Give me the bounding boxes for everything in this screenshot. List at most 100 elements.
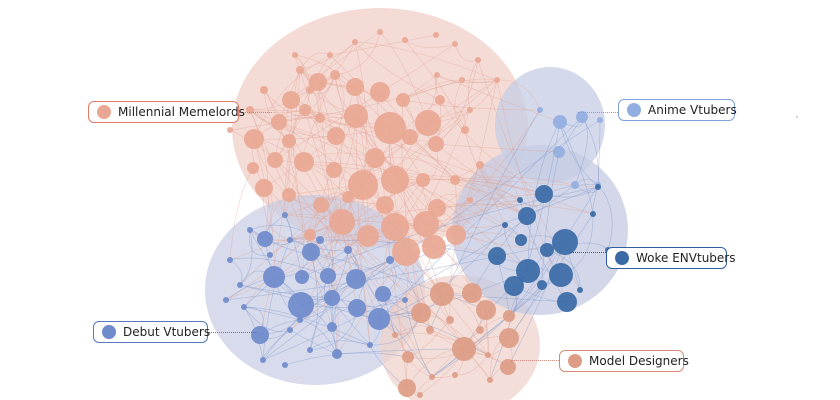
node-millennial: [402, 37, 408, 43]
edge: [435, 143, 560, 153]
edge: [507, 241, 566, 368]
node-model: [476, 300, 496, 320]
node-millennial: [415, 110, 441, 136]
node-millennial: [244, 129, 264, 149]
edge: [262, 184, 576, 361]
edge: [301, 186, 599, 278]
model-label-text: Model Designers: [589, 354, 689, 368]
node-millennial: [348, 170, 378, 200]
node-millennial: [374, 112, 406, 144]
edge: [404, 39, 456, 49]
node-woke: [502, 222, 508, 228]
edge: [354, 86, 408, 389]
edge: [309, 340, 371, 351]
node-millennial: [329, 209, 355, 235]
edge: [454, 179, 521, 201]
node-model: [476, 326, 484, 334]
edge: [379, 31, 429, 124]
model-color-dot: [568, 354, 582, 368]
stray-dot: [796, 116, 798, 118]
node-model: [499, 328, 519, 348]
node-woke: [557, 292, 577, 312]
node-millennial: [315, 113, 325, 123]
node-debut: [402, 297, 408, 303]
node-millennial: [309, 73, 327, 91]
edge: [336, 109, 471, 355]
node-debut: [263, 266, 285, 288]
node-millennial: [377, 29, 383, 35]
edge: [309, 115, 357, 236]
node-debut: [386, 256, 394, 264]
edge: [288, 194, 489, 356]
node-debut: [227, 257, 233, 263]
node-millennial: [433, 32, 439, 38]
millennial-connector: [239, 112, 272, 113]
legend-millennial-memelords[interactable]: Millennial Memelords: [88, 101, 245, 123]
edge: [225, 235, 369, 301]
edge: [527, 121, 561, 272]
edge: [263, 89, 321, 119]
edge: [284, 214, 303, 278]
node-millennial: [227, 127, 233, 133]
edge: [541, 151, 560, 286]
node-debut: [241, 304, 247, 310]
edge: [464, 129, 528, 217]
edge: [378, 116, 583, 320]
nodes: [223, 29, 798, 398]
edge: [329, 34, 437, 56]
node-millennial: [446, 225, 466, 245]
node-debut: [367, 342, 373, 348]
legend-model-designers[interactable]: Model Designers: [559, 350, 689, 372]
edge: [269, 109, 471, 256]
node-debut: [346, 269, 366, 289]
anime-connector: [578, 112, 618, 113]
node-model: [411, 303, 431, 323]
region-woke: [452, 145, 628, 315]
node-woke: [537, 280, 547, 290]
node-millennial: [413, 211, 439, 237]
node-anime: [553, 115, 567, 129]
woke-color-dot: [615, 251, 629, 265]
node-model: [462, 283, 482, 303]
node-millennial: [428, 199, 446, 217]
node-millennial: [282, 134, 296, 148]
node-debut: [375, 286, 391, 302]
node-model: [402, 351, 414, 363]
node-millennial: [402, 129, 418, 145]
node-debut: [324, 290, 340, 306]
node-woke: [549, 263, 573, 287]
edge: [597, 184, 613, 251]
edge: [496, 79, 541, 111]
node-woke: [540, 243, 554, 257]
node-model: [392, 332, 398, 338]
node-model: [487, 377, 493, 383]
node-millennial: [282, 91, 300, 109]
node-woke: [595, 184, 601, 190]
edge: [454, 176, 576, 186]
edge: [304, 109, 594, 215]
node-millennial: [476, 161, 484, 169]
node-millennial: [467, 107, 473, 113]
node-millennial: [467, 197, 473, 203]
node-model: [500, 359, 516, 375]
node-debut: [332, 349, 342, 359]
node-millennial: [346, 78, 364, 96]
node-millennial: [352, 39, 358, 45]
woke-connector: [570, 252, 606, 253]
edge: [299, 319, 338, 355]
node-debut: [282, 212, 288, 218]
edge: [405, 251, 489, 356]
node-millennial: [294, 152, 314, 172]
edge: [334, 74, 386, 206]
edge: [425, 223, 548, 251]
edge: [309, 179, 424, 236]
edge: [559, 121, 594, 215]
legend-woke-envtubers[interactable]: Woke ENVtubers: [606, 247, 736, 269]
edge: [225, 241, 566, 301]
edge: [248, 229, 271, 256]
node-debut: [320, 268, 336, 284]
node-millennial: [271, 114, 287, 130]
node-millennial: [260, 86, 268, 94]
legend-anime-vtubers[interactable]: Anime Vtubers: [618, 99, 737, 121]
legend-debut-vtubers[interactable]: Debut Vtubers: [93, 321, 210, 343]
